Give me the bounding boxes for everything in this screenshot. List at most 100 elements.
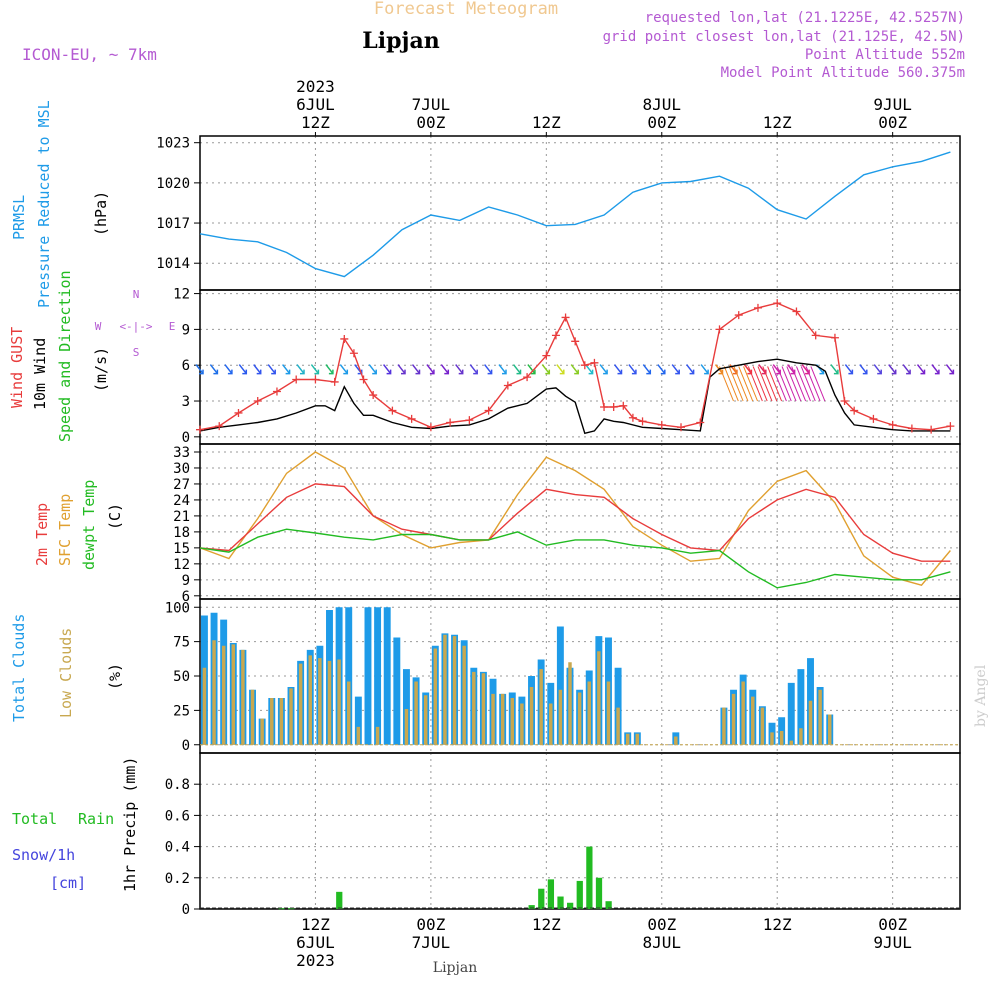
gust-marker xyxy=(946,422,955,431)
precip-bar xyxy=(595,877,603,909)
wind-arrow xyxy=(671,364,680,375)
wind-arrow-shaft xyxy=(628,364,637,375)
clouds-ytick-label: 100 xyxy=(165,600,190,616)
wind-fan-stroke xyxy=(762,366,778,402)
temp-ytick-label: 24 xyxy=(173,493,190,509)
low-cloud-bar xyxy=(770,732,774,745)
low-cloud-bar xyxy=(635,733,640,745)
wind-arrow xyxy=(484,364,493,375)
wind-fan-stroke xyxy=(723,366,739,402)
time-label-top: 00Z xyxy=(416,113,445,132)
low-cloud-bar xyxy=(404,709,409,745)
wind-arrow xyxy=(440,364,450,375)
time-label-top: 2023 xyxy=(296,77,335,96)
wind-arrow-head xyxy=(328,369,334,375)
wind-arrow xyxy=(613,364,623,375)
gust-marker xyxy=(657,420,666,429)
wind-arrow xyxy=(325,364,334,375)
total-cloud-bar xyxy=(556,626,564,745)
wind-arrow xyxy=(541,364,551,375)
wind-arrow-shaft xyxy=(657,364,666,375)
wind-arrow xyxy=(657,364,666,375)
location-title: Lipjan xyxy=(362,28,439,54)
gust-marker xyxy=(619,401,628,410)
grid-lonlat: grid point closest lon,lat (21.125E, 42.… xyxy=(603,29,965,45)
gust-marker xyxy=(523,373,532,382)
time-label-bottom: 7JUL xyxy=(412,933,451,952)
wind-arrow-shaft xyxy=(700,364,709,375)
gust-marker xyxy=(407,414,416,423)
precip-ytick-label: 0.6 xyxy=(165,808,190,824)
wind-arrow-head xyxy=(660,369,666,375)
low-cloud-bar xyxy=(491,693,495,745)
low-cloud-bar xyxy=(212,640,216,745)
wind-arrow-head xyxy=(559,369,565,375)
time-label-top: 7JUL xyxy=(412,95,451,114)
low-cloud-bar xyxy=(375,726,380,745)
wind-arrow-shaft xyxy=(556,364,565,375)
wind-arrow-shaft xyxy=(195,364,204,375)
wind-arrow-shaft xyxy=(873,364,882,375)
wind-arrow xyxy=(253,364,262,375)
wind-fan-stroke xyxy=(733,366,749,402)
low-cloud-bar xyxy=(828,714,832,745)
pressure-ytick-label: 1023 xyxy=(156,136,190,152)
low-cloud-bar xyxy=(472,671,476,745)
wind-arrow xyxy=(310,364,320,375)
wind-arrow-shaft xyxy=(455,364,464,375)
precip-label-snow: Snow/1h xyxy=(12,846,75,864)
wind-ytick-label: 3 xyxy=(182,394,190,410)
temp-ytick-label: 18 xyxy=(173,525,190,541)
wind-fan-stroke xyxy=(719,366,734,402)
low-cloud-bar xyxy=(539,669,543,745)
pressure-labels: PRMSL Pressure Reduced to MSL (hPa) xyxy=(10,100,110,308)
model-name: ICON-EU, ~ 7km xyxy=(22,45,157,64)
time-label-bottom: 00Z xyxy=(878,915,907,934)
wind-arrow-shaft xyxy=(209,364,218,375)
low-cloud-bar xyxy=(587,681,591,745)
gust-marker xyxy=(888,420,897,429)
wind-arrow xyxy=(902,364,911,375)
wind-label-gust: Wind GUST xyxy=(8,327,26,408)
wind-fan-stroke xyxy=(795,366,811,402)
wind-arrow-shaft xyxy=(397,364,406,375)
time-label-bottom: 12Z xyxy=(532,915,561,934)
total-cloud-bar xyxy=(354,696,362,745)
gust-marker xyxy=(850,406,859,415)
wind-arrow xyxy=(455,364,464,375)
low-cloud-bar xyxy=(346,681,351,745)
clouds-label-unit: (%) xyxy=(106,663,124,690)
wind-arrow-shaft xyxy=(383,364,392,375)
low-cloud-bar xyxy=(577,692,582,745)
wind-arrow-head xyxy=(487,369,493,375)
low-cloud-bar xyxy=(558,689,563,745)
precip-ytick-label: 0 xyxy=(182,902,190,918)
temp-labels: 2m Temp SFC Temp dewpt Temp (C) xyxy=(33,480,124,570)
pressure-ytick-label: 1017 xyxy=(156,216,190,232)
wind-arrow-shaft xyxy=(267,364,276,375)
gust-marker xyxy=(234,408,243,417)
model-point-altitude: Model Point Altitude 560.375m xyxy=(721,65,965,81)
wind-arrow xyxy=(383,364,392,375)
wind-arrow-head xyxy=(516,369,522,375)
precip-bar xyxy=(586,846,593,909)
compass-rose: N <-|-> W E S xyxy=(95,288,176,359)
low-cloud-bar xyxy=(751,696,755,745)
wind-arrow-head xyxy=(401,369,406,375)
wind-arrow-head xyxy=(603,369,608,375)
temp-label-unit: (C) xyxy=(106,503,124,530)
pressure-ytick-label: 1014 xyxy=(156,256,190,272)
wind-arrow-head xyxy=(631,369,637,375)
wind-fan-stroke xyxy=(781,366,797,402)
precip-ytick-label: 0.4 xyxy=(165,840,190,856)
wind-arrow-head xyxy=(934,369,940,375)
wind-arrow-shaft xyxy=(931,364,940,375)
wind-arrow-head xyxy=(213,369,219,375)
wind-arrow xyxy=(339,364,349,375)
wind-arrow-shaft xyxy=(512,364,522,375)
wind-arrow-shaft xyxy=(642,364,651,375)
wind-arrow-head xyxy=(429,369,435,375)
gust-markers xyxy=(196,299,955,434)
low-cloud-bar xyxy=(337,659,341,745)
dewpt-temp-line xyxy=(199,528,951,589)
